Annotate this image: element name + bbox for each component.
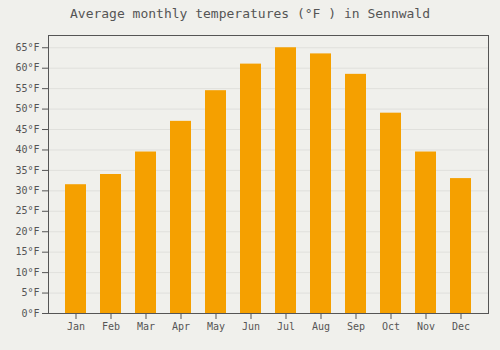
svg-text:Mar: Mar	[137, 321, 155, 332]
svg-text:Jan: Jan	[67, 321, 85, 332]
svg-text:5°F: 5°F	[21, 287, 39, 298]
svg-text:25°F: 25°F	[15, 205, 39, 216]
svg-text:30°F: 30°F	[15, 185, 39, 196]
svg-text:Apr: Apr	[172, 321, 190, 332]
svg-text:35°F: 35°F	[15, 165, 39, 176]
svg-text:65°F: 65°F	[15, 42, 39, 53]
svg-text:20°F: 20°F	[15, 226, 39, 237]
svg-text:10°F: 10°F	[15, 267, 39, 278]
svg-text:Dec: Dec	[452, 321, 470, 332]
svg-text:May: May	[207, 321, 225, 332]
svg-text:50°F: 50°F	[15, 103, 39, 114]
svg-text:Jun: Jun	[242, 321, 260, 332]
html-text:Average monthly temperatures (: Average monthly temperatures (°F ) in Se…	[70, 6, 430, 21]
svg-text:60°F: 60°F	[15, 62, 39, 73]
svg-text:Oct: Oct	[382, 321, 400, 332]
svg-text:Jul: Jul	[277, 321, 295, 332]
svg-text:45°F: 45°F	[15, 124, 39, 135]
svg-text:55°F: 55°F	[15, 83, 39, 94]
svg-text:Nov: Nov	[417, 321, 435, 332]
svg-text:Feb: Feb	[102, 321, 120, 332]
svg-text:0°F: 0°F	[21, 308, 39, 319]
svg-text:40°F: 40°F	[15, 144, 39, 155]
svg-text:Aug: Aug	[312, 321, 330, 332]
svg-text:Sep: Sep	[347, 321, 365, 332]
svg-text:15°F: 15°F	[15, 246, 39, 257]
